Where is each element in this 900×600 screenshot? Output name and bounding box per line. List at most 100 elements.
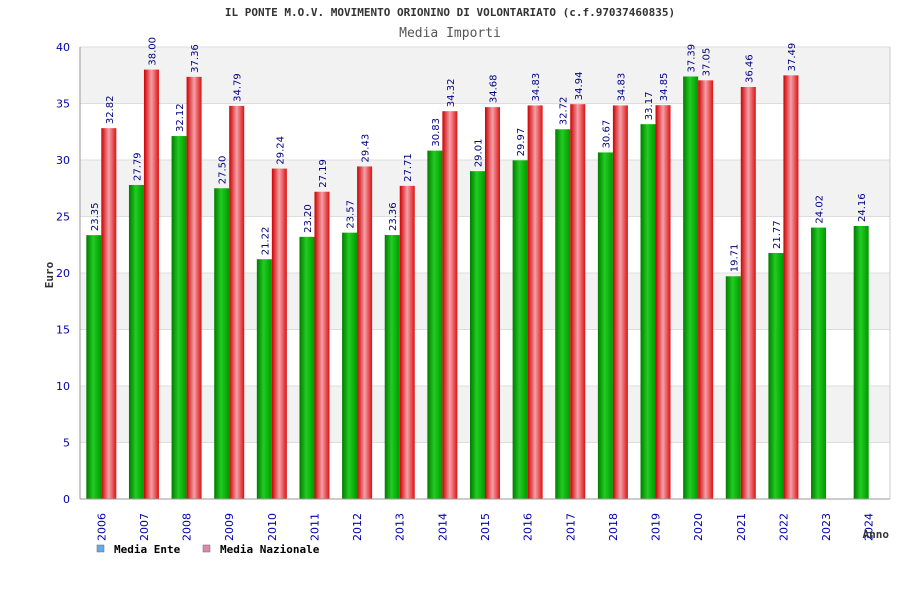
data-label: 29.97 [516, 128, 527, 157]
bar-media-ente [768, 252, 784, 499]
data-label: 34.83 [531, 73, 542, 102]
bar-media-nazionale [271, 168, 287, 499]
data-label: 30.67 [601, 120, 612, 149]
legend-label: Media Ente [114, 543, 181, 556]
legend: Media Ente Media Nazionale [96, 543, 320, 556]
y-tick-label: 15 [56, 324, 70, 337]
x-tick-label: 2009 [223, 513, 236, 541]
data-label: 30.83 [431, 118, 442, 147]
data-label: 32.72 [559, 97, 570, 126]
data-label: 36.46 [744, 54, 755, 83]
data-label: 23.35 [90, 203, 101, 232]
bar-media-ente [342, 232, 358, 499]
y-tick-label: 5 [63, 437, 70, 450]
legend-swatch [202, 544, 211, 553]
bar-media-ente [853, 225, 869, 499]
bar-media-ente [725, 276, 741, 499]
x-tick-label: 2008 [181, 513, 194, 541]
data-label: 37.39 [687, 44, 698, 73]
data-label: 27.19 [318, 159, 329, 188]
x-tick-label: 2023 [820, 513, 833, 541]
data-label: 29.24 [275, 136, 286, 165]
bar-media-nazionale [442, 111, 458, 500]
data-label: 34.85 [659, 73, 670, 102]
bar-media-nazionale [143, 69, 159, 499]
bar-media-ente [171, 136, 187, 499]
data-label: 23.36 [388, 202, 399, 231]
x-tick-label: 2006 [95, 513, 108, 541]
x-tick-label: 2018 [607, 513, 620, 541]
y-tick-label: 30 [56, 154, 70, 167]
legend-swatch [96, 544, 105, 553]
bar-media-ente [512, 160, 528, 500]
bar-media-ente [811, 227, 827, 499]
x-tick-label: 2012 [351, 513, 364, 541]
chart-title: IL PONTE M.O.V. MOVIMENTO ORIONINO DI VO… [225, 6, 675, 19]
x-tick-label: 2017 [564, 513, 577, 541]
y-tick-label: 10 [56, 380, 70, 393]
data-label: 27.50 [218, 156, 229, 185]
bar-media-nazionale [570, 104, 586, 499]
y-tick-label: 0 [63, 493, 70, 506]
data-label: 33.17 [644, 92, 655, 121]
bar-media-ente [214, 188, 230, 499]
x-tick-label: 2010 [266, 513, 279, 541]
bar-media-nazionale [612, 105, 628, 500]
bar-media-nazionale [740, 87, 756, 499]
x-tick-label: 2013 [394, 513, 407, 541]
bar-media-ente [597, 152, 613, 499]
bar-media-ente [128, 184, 144, 499]
legend-label: Media Nazionale [220, 543, 320, 556]
bar-media-nazionale [314, 191, 330, 500]
bar-media-ente [470, 171, 485, 499]
data-label: 37.05 [702, 48, 713, 77]
x-tick-label: 2007 [138, 513, 151, 541]
bar-media-nazionale [485, 107, 500, 499]
x-tick-label: 2022 [777, 513, 790, 541]
data-label: 32.82 [105, 95, 116, 124]
bar-media-nazionale [527, 105, 543, 500]
x-tick-label: 2021 [735, 513, 748, 541]
axes: 0 5 10 15 20 25 30 35 40 2006 2007 2008 2009 2010 2011… [56, 41, 891, 541]
bar-media-ente [555, 129, 571, 499]
data-label: 34.32 [446, 79, 457, 108]
data-label: 21.22 [260, 227, 271, 256]
data-label: 34.94 [574, 72, 585, 101]
bar-media-ente [683, 76, 699, 500]
y-tick-label: 20 [56, 267, 70, 280]
data-label: 38.00 [147, 37, 158, 66]
bar-media-nazionale [655, 105, 671, 499]
data-label: 29.43 [361, 134, 372, 163]
x-axis-label: Anno [863, 528, 890, 541]
data-label: 34.83 [616, 73, 627, 102]
bar-media-nazionale [229, 105, 245, 500]
data-label: 24.02 [815, 195, 826, 224]
x-tick-label: 2020 [692, 513, 705, 541]
bar-media-ente [384, 235, 400, 500]
bar-media-ente [256, 259, 272, 499]
x-tick-label: 2024 [863, 513, 876, 541]
x-tick-label: 2014 [436, 513, 449, 541]
bars [86, 69, 869, 500]
data-labels: 23.35 32.82 27.79 38.00 32.12 37.36 27.50 34.79… [90, 37, 868, 272]
data-label: 27.71 [403, 153, 414, 182]
data-label: 29.01 [474, 139, 485, 168]
chart-subtitle: Media Importi [399, 26, 501, 41]
x-tick-label: 2016 [522, 513, 535, 541]
data-label: 21.77 [772, 220, 783, 249]
bar-media-nazionale [101, 128, 117, 499]
bar-media-nazionale [186, 76, 202, 499]
data-label: 37.36 [190, 44, 201, 73]
y-tick-label: 35 [56, 98, 70, 111]
bar-media-ente [640, 124, 656, 499]
bar-media-nazionale [698, 80, 714, 500]
x-tick-label: 2015 [479, 513, 492, 541]
data-label: 34.68 [489, 74, 500, 103]
data-label: 34.79 [233, 73, 244, 102]
y-tick-label: 40 [56, 41, 70, 54]
x-tick-label: 2011 [308, 513, 321, 541]
bar-media-ente [427, 150, 443, 499]
bar-media-nazionale [357, 166, 373, 500]
y-axis-label: Euro [43, 261, 56, 288]
data-label: 27.79 [132, 152, 143, 181]
